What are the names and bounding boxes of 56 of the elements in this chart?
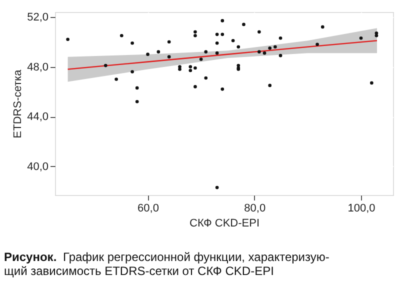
point xyxy=(167,55,171,58)
point xyxy=(359,36,363,40)
point xyxy=(215,51,219,55)
point xyxy=(120,34,124,38)
point xyxy=(167,40,171,44)
point xyxy=(135,86,139,90)
point xyxy=(215,41,219,45)
point xyxy=(130,41,134,45)
point xyxy=(194,30,197,34)
text: Рисунок. График регрессионной функции, характеризую- щий зависимость ETDRS-сетки от СКФ CKD-EPI xyxy=(4,250,330,278)
point xyxy=(220,32,224,36)
point xyxy=(242,22,246,26)
x-axis-title: СКФ CKD-EPI xyxy=(189,218,260,230)
point xyxy=(135,100,139,104)
y-tick-label: 52,0 xyxy=(27,11,48,24)
point xyxy=(215,186,219,190)
x-tick-label: 100,0 xyxy=(348,202,376,214)
point xyxy=(199,58,203,61)
point xyxy=(262,51,266,55)
point xyxy=(204,76,208,80)
point xyxy=(204,50,208,54)
point xyxy=(130,70,134,74)
y-tick-label: 48,0 xyxy=(27,61,48,74)
point xyxy=(278,36,282,40)
point xyxy=(268,46,272,50)
line-series xyxy=(67,40,378,70)
point xyxy=(274,45,277,49)
x-tick-label: 80,0 xyxy=(244,202,266,214)
point xyxy=(268,84,272,88)
point xyxy=(220,19,224,22)
point xyxy=(146,52,150,56)
point xyxy=(188,68,192,72)
point xyxy=(188,65,192,68)
x-tick-label: 60,0 xyxy=(138,202,159,214)
point xyxy=(194,85,197,88)
point xyxy=(258,30,261,34)
point xyxy=(316,42,319,46)
point xyxy=(178,68,182,71)
point xyxy=(104,64,108,68)
point xyxy=(320,25,324,29)
point xyxy=(370,81,374,85)
point xyxy=(258,50,261,54)
y-tick-label: 40,0 xyxy=(27,160,48,173)
y-axis-title: ETDRS-сетка xyxy=(12,68,24,138)
point xyxy=(156,50,160,54)
y-tick-label: 44,0 xyxy=(27,111,48,124)
point xyxy=(236,45,240,49)
point xyxy=(231,38,235,42)
point xyxy=(66,38,70,42)
point xyxy=(374,34,378,38)
point xyxy=(194,34,197,38)
point xyxy=(114,78,118,81)
point xyxy=(194,66,197,70)
point xyxy=(278,54,282,58)
point xyxy=(220,88,224,91)
point xyxy=(215,32,219,36)
